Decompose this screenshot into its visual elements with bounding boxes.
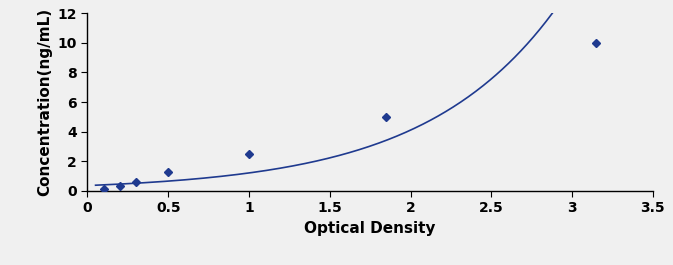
X-axis label: Optical Density: Optical Density [304, 221, 436, 236]
Y-axis label: Concentration(ng/mL): Concentration(ng/mL) [37, 8, 52, 196]
